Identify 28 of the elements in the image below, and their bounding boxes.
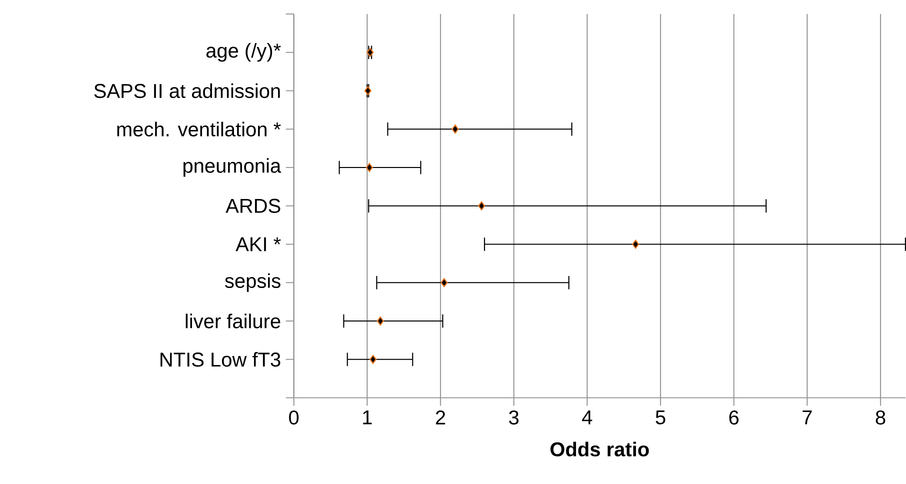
x-tick-label: 2 (436, 410, 446, 425)
x-tick-label: 4 (582, 410, 592, 424)
y-tick-label: AKI * (236, 238, 281, 252)
point (452, 124, 459, 134)
x-tick-label: 0 (289, 410, 299, 425)
y-tick-label: ARDS (226, 198, 280, 214)
point (366, 163, 373, 172)
x-tick-label: 5 (656, 410, 666, 425)
y-tick-label: mech. ventilation * (117, 122, 281, 137)
point (364, 86, 372, 96)
x-tick-label: 7 (802, 410, 812, 424)
y-tick-label: NTIS Low fT3 (160, 352, 280, 367)
point (440, 278, 448, 288)
point (370, 354, 377, 364)
x-tick-label: 6 (729, 410, 739, 425)
y-tick-label: liver failure (186, 314, 280, 328)
y-tick-label: age (/y)* (206, 43, 281, 62)
point (632, 240, 640, 249)
x-tick-label: 1 (363, 410, 372, 424)
x-axis-title: Odds ratio (550, 442, 649, 457)
y-tick-label: sepsis (225, 273, 280, 292)
y-tick-label: SAPS II at admission (94, 84, 280, 98)
point (376, 316, 384, 326)
y-tick-label: pneumonia (184, 158, 282, 177)
point (366, 48, 374, 58)
x-tick-label: 3 (509, 410, 519, 425)
point (478, 201, 486, 211)
x-tick-label: 8 (876, 410, 886, 425)
